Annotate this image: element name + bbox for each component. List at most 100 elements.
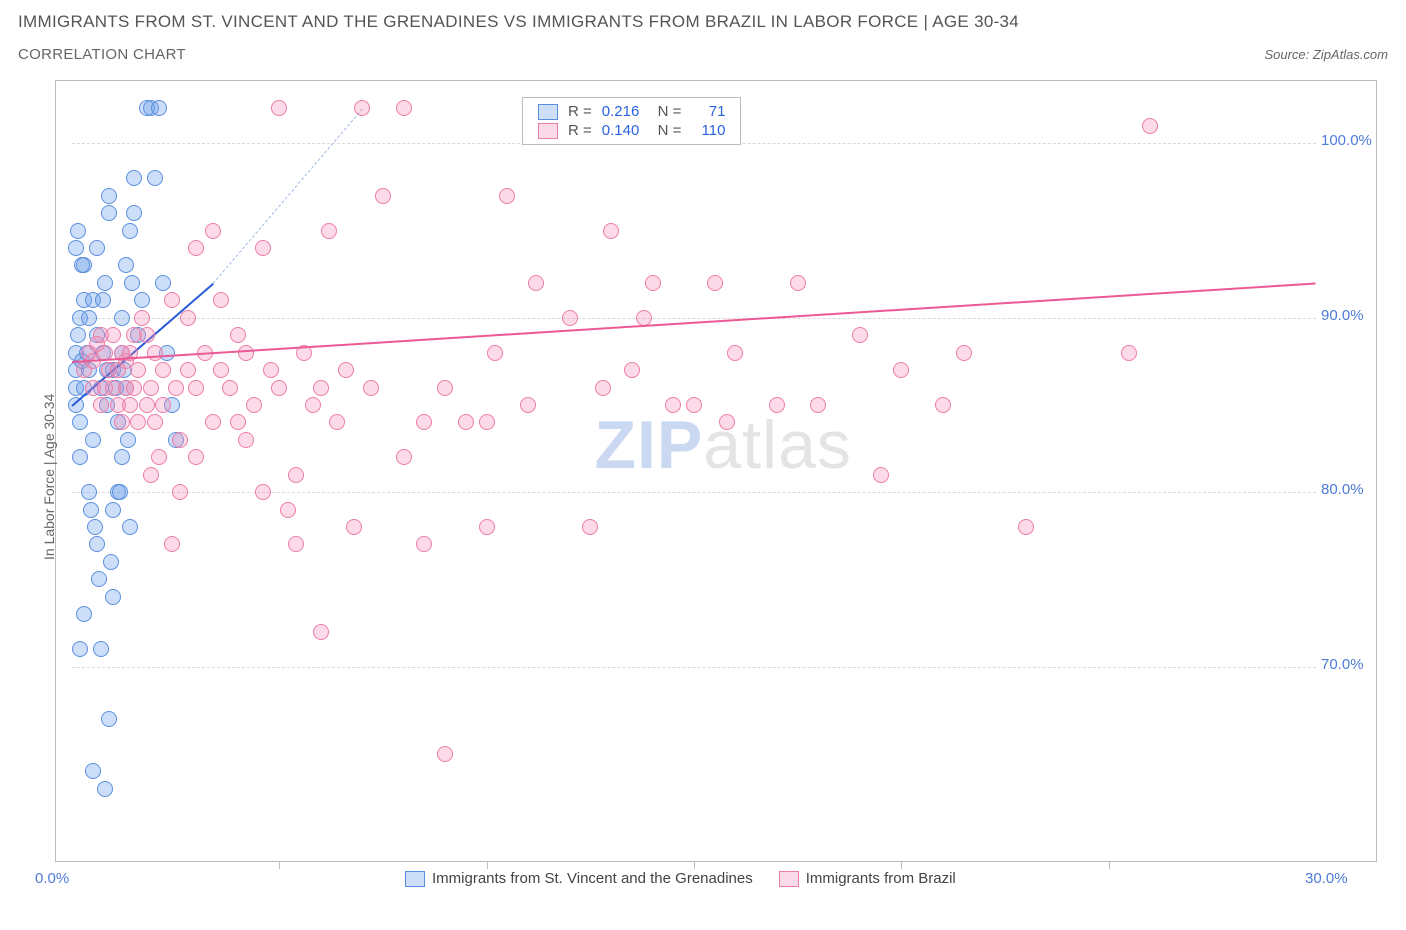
data-point-svg [89, 536, 105, 552]
data-point-brazil [437, 380, 453, 396]
data-point-svg [85, 763, 101, 779]
data-point-brazil [329, 414, 345, 430]
data-point-brazil [416, 536, 432, 552]
series-swatch-brazil [779, 871, 799, 887]
data-point-svg [118, 257, 134, 273]
series-legend-item-svg: Immigrants from St. Vincent and the Gren… [405, 870, 753, 887]
data-point-brazil [645, 275, 661, 291]
data-point-brazil [1121, 345, 1137, 361]
data-point-svg [85, 432, 101, 448]
x-tick-label: 30.0% [1305, 870, 1348, 887]
data-point-brazil [122, 397, 138, 413]
series-swatch-svg [405, 871, 425, 887]
series-label-brazil: Immigrants from Brazil [806, 870, 956, 887]
data-point-brazil [188, 240, 204, 256]
y-tick-label: 100.0% [1321, 132, 1372, 149]
data-point-brazil [205, 414, 221, 430]
data-point-brazil [810, 397, 826, 413]
data-point-svg [101, 188, 117, 204]
data-point-brazil [246, 397, 262, 413]
data-point-svg [112, 484, 128, 500]
y-tick-label: 80.0% [1321, 481, 1364, 498]
data-point-brazil [213, 362, 229, 378]
data-point-brazil [479, 414, 495, 430]
watermark-bold: ZIP [594, 407, 703, 483]
data-point-brazil [93, 397, 109, 413]
data-point-svg [97, 275, 113, 291]
legend-r-value-svg: 0.216 [597, 102, 645, 121]
data-point-brazil [139, 397, 155, 413]
gridline [72, 667, 1316, 668]
legend-swatch-brazil [538, 123, 558, 139]
data-point-svg [103, 554, 119, 570]
data-point-svg [72, 641, 88, 657]
data-point-brazil [624, 362, 640, 378]
data-point-brazil [375, 188, 391, 204]
data-point-brazil [321, 223, 337, 239]
data-point-brazil [499, 188, 515, 204]
data-point-svg [122, 519, 138, 535]
data-point-brazil [172, 484, 188, 500]
data-point-brazil [727, 345, 743, 361]
data-point-brazil [956, 345, 972, 361]
data-point-brazil [338, 362, 354, 378]
x-tick-label: 0.0% [35, 870, 69, 887]
legend-r-value-brazil: 0.140 [597, 121, 645, 140]
data-point-brazil [147, 414, 163, 430]
data-point-brazil [143, 380, 159, 396]
trend-line [213, 109, 363, 284]
data-point-svg [105, 589, 121, 605]
data-point-svg [72, 414, 88, 430]
data-point-brazil [396, 100, 412, 116]
data-point-svg [147, 170, 163, 186]
data-point-brazil [238, 345, 254, 361]
data-point-svg [155, 275, 171, 291]
data-point-svg [87, 519, 103, 535]
data-point-brazil [354, 100, 370, 116]
data-point-brazil [222, 380, 238, 396]
data-point-svg [83, 502, 99, 518]
data-point-brazil [893, 362, 909, 378]
data-point-svg [70, 223, 86, 239]
x-minor-tick [901, 861, 902, 869]
correlation-legend: R =0.216 N =71R =0.140 N =110 [522, 97, 741, 145]
plot-area: ZIPatlas R =0.216 N =71R =0.140 N =110 [72, 91, 1316, 841]
data-point-brazil [263, 362, 279, 378]
data-point-brazil [139, 327, 155, 343]
data-point-svg [91, 571, 107, 587]
data-point-brazil [305, 397, 321, 413]
data-point-svg [76, 606, 92, 622]
data-point-brazil [719, 414, 735, 430]
data-point-brazil [487, 345, 503, 361]
series-legend-item-brazil: Immigrants from Brazil [779, 870, 956, 887]
data-point-brazil [416, 414, 432, 430]
data-point-svg [101, 711, 117, 727]
data-point-svg [70, 327, 86, 343]
data-point-brazil [188, 380, 204, 396]
data-point-brazil [852, 327, 868, 343]
data-point-svg [95, 292, 111, 308]
data-point-svg [151, 100, 167, 116]
data-point-brazil [603, 223, 619, 239]
data-point-brazil [1018, 519, 1034, 535]
data-point-brazil [164, 292, 180, 308]
y-tick-label: 90.0% [1321, 307, 1364, 324]
chart-subtitle: CORRELATION CHART [18, 46, 186, 63]
data-point-brazil [205, 223, 221, 239]
data-point-brazil [873, 467, 889, 483]
data-point-brazil [790, 275, 806, 291]
source-name: ZipAtlas.com [1313, 47, 1388, 62]
data-point-svg [93, 641, 109, 657]
data-point-brazil [238, 432, 254, 448]
data-point-brazil [151, 449, 167, 465]
data-point-brazil [288, 536, 304, 552]
data-point-brazil [528, 275, 544, 291]
data-point-brazil [935, 397, 951, 413]
data-point-brazil [707, 275, 723, 291]
data-point-brazil [437, 746, 453, 762]
data-point-brazil [665, 397, 681, 413]
series-legend: Immigrants from St. Vincent and the Gren… [405, 870, 956, 887]
y-tick-label: 70.0% [1321, 656, 1364, 673]
legend-r-label: R = [563, 121, 597, 140]
data-point-brazil [520, 397, 536, 413]
